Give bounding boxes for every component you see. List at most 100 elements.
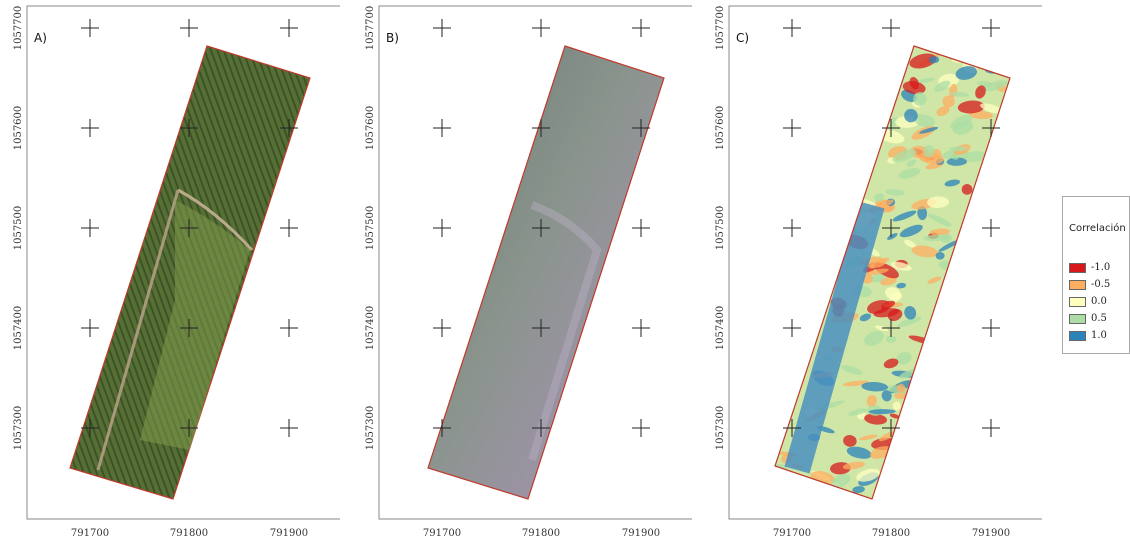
y-tick-label: 1057400 bbox=[365, 306, 376, 351]
y-tick-label: 1057400 bbox=[715, 306, 726, 351]
y-tick-label: 1057500 bbox=[13, 206, 24, 251]
legend-item: 0.5 bbox=[1069, 312, 1107, 325]
legend-label: 1.0 bbox=[1091, 330, 1107, 341]
y-tick-label: 1057300 bbox=[715, 406, 726, 451]
grid-cross bbox=[982, 19, 1000, 37]
y-tick-label: 1057600 bbox=[365, 106, 376, 151]
legend-item: 0.0 bbox=[1069, 295, 1107, 308]
legend-title: Correlación bbox=[1069, 223, 1126, 234]
x-tick-label: 791800 bbox=[872, 528, 910, 539]
raster-patch bbox=[878, 430, 897, 442]
grid-cross bbox=[982, 219, 1000, 237]
grid-cross bbox=[532, 419, 550, 437]
raster-patch bbox=[904, 306, 917, 320]
grid-cross bbox=[532, 19, 550, 37]
raster-patch bbox=[858, 434, 878, 441]
y-tick-label: 1057600 bbox=[13, 106, 24, 151]
y-tick-label: 1057700 bbox=[715, 6, 726, 51]
raster-patch bbox=[898, 168, 921, 179]
raster-patch bbox=[885, 335, 897, 343]
raster-patch bbox=[923, 145, 935, 158]
raster-patch bbox=[889, 413, 900, 419]
coordinate-grid-crosses bbox=[81, 19, 298, 437]
raster-patch bbox=[917, 77, 936, 84]
raster-patch bbox=[892, 401, 901, 411]
grid-cross bbox=[783, 419, 801, 437]
raster-patch bbox=[927, 276, 942, 284]
grid-cross bbox=[280, 419, 298, 437]
dirt-track bbox=[177, 188, 254, 252]
map-panel-c: C) 1057700 1057600 1057500 1057400 1057300 79… bbox=[702, 0, 1042, 544]
grid-cross bbox=[632, 319, 650, 337]
raster-patch bbox=[975, 85, 986, 99]
grid-cross bbox=[982, 319, 1000, 337]
raster-patch bbox=[896, 383, 906, 393]
raster-patch bbox=[909, 77, 920, 90]
raster-patch bbox=[950, 153, 960, 160]
legend-swatch bbox=[1069, 330, 1086, 341]
correlation-raster bbox=[775, 46, 1010, 499]
legend-label: 0.5 bbox=[1091, 313, 1107, 324]
grid-cross bbox=[532, 119, 550, 137]
dirt-track bbox=[96, 189, 180, 471]
x-tick-label: 791800 bbox=[522, 528, 560, 539]
raster-patch bbox=[961, 184, 973, 195]
grid-cross bbox=[632, 219, 650, 237]
map-a-canvas: A) 1057700 1057600 1057500 1057400 1057300 79… bbox=[13, 5, 340, 539]
raster-patch bbox=[874, 193, 885, 202]
raster-patch bbox=[856, 468, 880, 482]
raster-patch bbox=[887, 309, 903, 321]
panel-letter-c: C) bbox=[736, 31, 749, 45]
raster-patch bbox=[846, 446, 872, 459]
x-tick-label: 791700 bbox=[71, 528, 109, 539]
grid-cross bbox=[280, 19, 298, 37]
raster-patch bbox=[866, 268, 889, 276]
raster-patch bbox=[859, 313, 872, 322]
raster-patch bbox=[964, 151, 987, 162]
raster-patch bbox=[944, 179, 961, 187]
raster-patch bbox=[885, 189, 905, 196]
grid-cross bbox=[982, 119, 1000, 137]
raster-patch bbox=[883, 206, 895, 213]
raster-patch bbox=[934, 80, 951, 92]
grid-cross bbox=[280, 119, 298, 137]
grid-cross bbox=[882, 219, 900, 237]
x-tick-label: 791700 bbox=[423, 528, 461, 539]
light-band bbox=[528, 201, 602, 462]
raster-patch bbox=[904, 108, 918, 123]
legend-swatch bbox=[1069, 262, 1086, 273]
raster-patch bbox=[840, 365, 863, 375]
correlation-legend: Correlación -1.0 -0.5 0.0 0.5 1.0 bbox=[1062, 196, 1130, 354]
raster-patch bbox=[875, 325, 889, 332]
x-tick-label: 791800 bbox=[170, 528, 208, 539]
grid-cross bbox=[180, 19, 198, 37]
grid-cross bbox=[532, 319, 550, 337]
grid-cross bbox=[433, 219, 451, 237]
grid-cross bbox=[180, 219, 198, 237]
field-footprint bbox=[427, 45, 665, 500]
legend-label: -1.0 bbox=[1091, 262, 1111, 273]
raster-patch bbox=[917, 206, 928, 221]
legend-item: -0.5 bbox=[1069, 278, 1110, 291]
raster-patch bbox=[927, 196, 949, 209]
raster-patch bbox=[950, 114, 973, 130]
legend-swatch bbox=[1069, 279, 1086, 290]
grid-cross bbox=[783, 319, 801, 337]
grid-cross bbox=[632, 119, 650, 137]
raster-patch bbox=[928, 56, 940, 64]
x-tick-label: 791900 bbox=[270, 528, 308, 539]
raster-patch bbox=[880, 300, 896, 310]
raster-patch bbox=[927, 213, 952, 227]
field-footprint bbox=[774, 45, 1011, 500]
grid-cross bbox=[433, 419, 451, 437]
grid-cross bbox=[81, 219, 99, 237]
raster-patch bbox=[852, 486, 865, 494]
raster-patch bbox=[983, 80, 1008, 92]
grid-cross bbox=[882, 19, 900, 37]
raster-patch bbox=[946, 157, 968, 166]
raster-patch bbox=[880, 276, 897, 286]
raster-patch bbox=[892, 210, 917, 222]
raster-patch bbox=[913, 92, 927, 106]
grid-cross bbox=[81, 319, 99, 337]
raster-patch bbox=[950, 91, 969, 97]
